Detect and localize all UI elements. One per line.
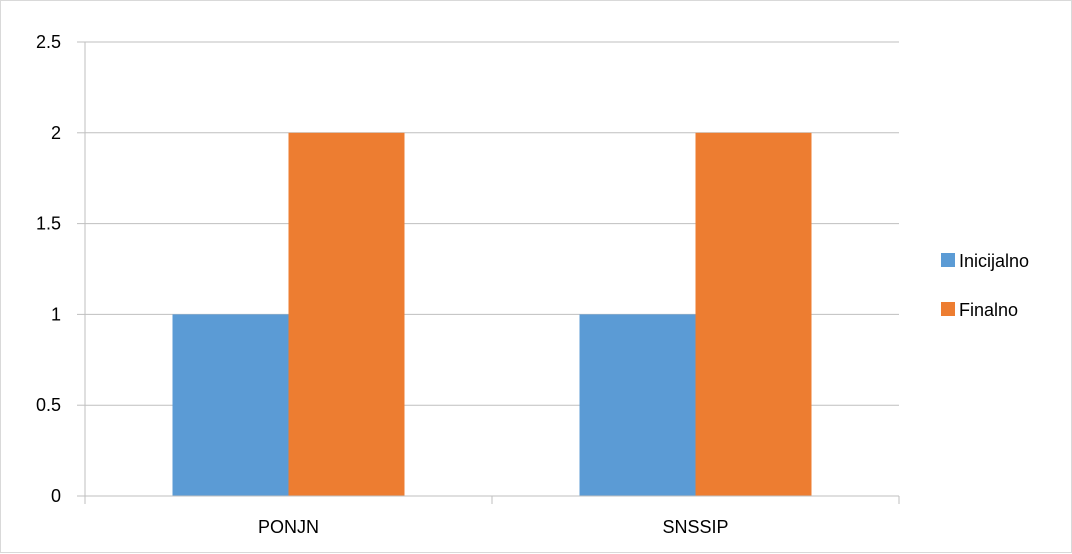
- legend-swatch-inicijalno: [941, 253, 955, 267]
- y-tick-label: 2: [51, 123, 61, 143]
- x-tick-labels: PONJN SNSSIP: [258, 517, 729, 537]
- y-tick-label: 2.5: [36, 32, 61, 52]
- legend: Inicijalno Finalno: [941, 251, 1029, 320]
- y-tick-label: 1: [51, 304, 61, 324]
- axes: [77, 41, 900, 504]
- y-tick-label: 0: [51, 486, 61, 506]
- bar-inicijalno-snssip: [579, 314, 696, 496]
- legend-label-inicijalno: Inicijalno: [959, 251, 1029, 271]
- legend-label-finalno: Finalno: [959, 300, 1018, 320]
- legend-swatch-finalno: [941, 302, 955, 316]
- bars: [172, 132, 812, 497]
- bar-inicijalno-ponjn: [172, 314, 289, 496]
- y-tick-label: 0.5: [36, 395, 61, 415]
- y-tick-labels: 0 0.5 1 1.5 2 2.5: [36, 32, 61, 506]
- x-tick-label: PONJN: [258, 517, 319, 537]
- bar-finalno-ponjn: [288, 132, 405, 497]
- bar-finalno-snssip: [695, 132, 812, 497]
- x-tick-label: SNSSIP: [662, 517, 728, 537]
- y-tick-label: 1.5: [36, 214, 61, 234]
